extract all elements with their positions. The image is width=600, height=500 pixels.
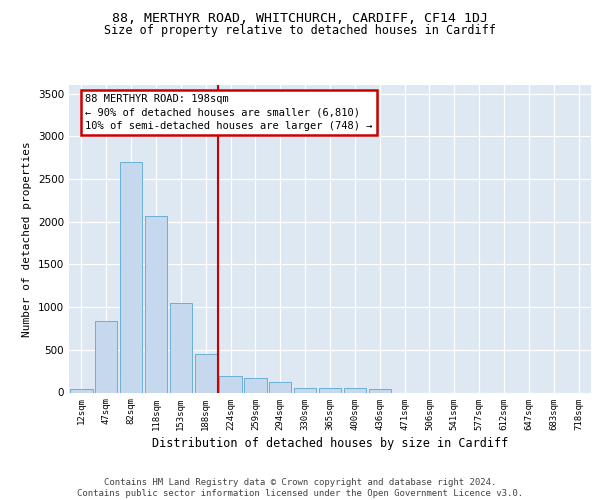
Bar	[120, 162, 142, 392]
Bar	[344, 388, 366, 392]
Bar	[244, 378, 266, 392]
Y-axis label: Number of detached properties: Number of detached properties	[22, 141, 32, 336]
Bar	[294, 388, 316, 392]
Bar	[319, 388, 341, 392]
Text: Size of property relative to detached houses in Cardiff: Size of property relative to detached ho…	[104, 24, 496, 37]
Bar	[269, 382, 292, 392]
X-axis label: Distribution of detached houses by size in Cardiff: Distribution of detached houses by size …	[152, 436, 508, 450]
Bar	[95, 321, 118, 392]
Bar	[70, 389, 92, 392]
Text: Contains HM Land Registry data © Crown copyright and database right 2024.
Contai: Contains HM Land Registry data © Crown c…	[77, 478, 523, 498]
Text: 88, MERTHYR ROAD, WHITCHURCH, CARDIFF, CF14 1DJ: 88, MERTHYR ROAD, WHITCHURCH, CARDIFF, C…	[112, 12, 488, 24]
Bar	[368, 388, 391, 392]
Bar	[220, 376, 242, 392]
Bar	[194, 354, 217, 393]
Text: 88 MERTHYR ROAD: 198sqm
← 90% of detached houses are smaller (6,810)
10% of semi: 88 MERTHYR ROAD: 198sqm ← 90% of detache…	[85, 94, 373, 131]
Bar	[170, 303, 192, 392]
Bar	[145, 216, 167, 392]
